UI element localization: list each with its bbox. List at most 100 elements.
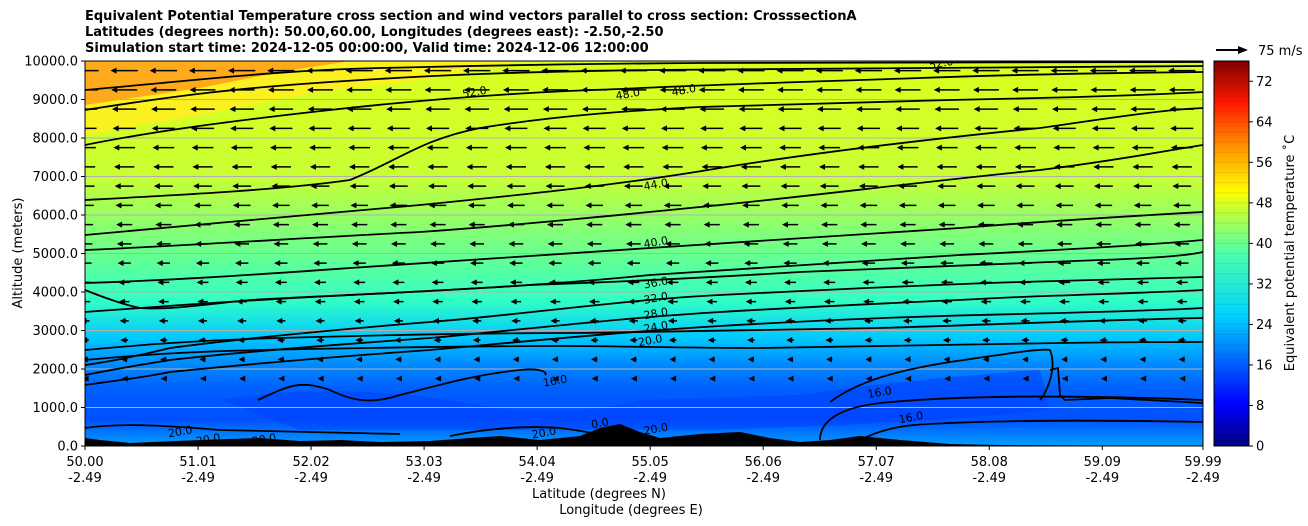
wind-vector xyxy=(466,163,487,170)
wind-vector xyxy=(666,279,679,286)
wind-vector xyxy=(1020,317,1030,324)
wind-vector xyxy=(386,106,411,113)
contour-label: 32.0 xyxy=(643,290,669,307)
wind-vector xyxy=(426,144,449,151)
wind-vector xyxy=(856,106,881,113)
wind-vector xyxy=(783,260,797,267)
wind-vector xyxy=(313,260,327,267)
wind-vector xyxy=(199,356,206,363)
wind-vector xyxy=(903,317,913,324)
wind-vector xyxy=(116,221,133,228)
wind-vector xyxy=(975,163,997,170)
wind-vector xyxy=(471,298,482,305)
wind-vector xyxy=(1054,183,1074,190)
wind-vector xyxy=(1096,260,1111,267)
contour-label-text: 32.0 xyxy=(643,290,669,307)
wind-vector xyxy=(740,144,762,151)
wind-vector xyxy=(628,298,639,305)
wind-vector xyxy=(780,183,800,190)
wind-vector xyxy=(747,337,755,344)
wind-vector xyxy=(588,298,600,305)
wind-vector xyxy=(1175,279,1188,286)
wind-vector xyxy=(429,221,446,228)
x-tick-label-lon: -2.49 xyxy=(1186,471,1220,486)
wind-vector xyxy=(393,298,404,305)
contour-label: 28.0 xyxy=(643,305,669,322)
wind-vector xyxy=(1140,375,1147,382)
wind-vector xyxy=(896,125,920,132)
wind-vector xyxy=(541,67,569,74)
wind-vector xyxy=(630,356,637,363)
wind-vector xyxy=(1017,221,1034,228)
wind-vector xyxy=(307,86,333,93)
wind-vector xyxy=(394,337,403,344)
wind-vector xyxy=(581,86,608,93)
wind-vector xyxy=(935,144,958,151)
y-tick-label: 7000.0 xyxy=(33,170,79,185)
wind-vector xyxy=(979,279,992,286)
wind-vector xyxy=(586,240,602,247)
wind-vector xyxy=(228,86,255,93)
x-tick-label-lat: 52.02 xyxy=(292,455,329,470)
wind-vector xyxy=(858,163,879,170)
wind-vector xyxy=(972,67,1000,74)
wind-vector xyxy=(112,125,136,132)
y-tick-label: 9000.0 xyxy=(33,93,79,108)
wind-vector xyxy=(194,221,211,228)
wind-vector xyxy=(465,144,488,151)
wind-vector xyxy=(268,106,294,113)
wind-vector xyxy=(588,279,601,286)
wind-vector xyxy=(273,240,289,247)
wind-vector xyxy=(233,221,250,228)
wind-vector xyxy=(507,221,524,228)
wind-vector xyxy=(1011,67,1039,74)
wind-vector xyxy=(894,86,921,93)
wind-vector xyxy=(85,375,89,382)
wind-vector xyxy=(858,183,878,190)
wind-vector xyxy=(981,317,991,324)
wind-vector xyxy=(267,86,294,93)
contour-line xyxy=(859,419,1203,441)
wind-vector xyxy=(274,260,288,267)
x-tick-label-lat: 58.08 xyxy=(971,455,1008,470)
contour-label-text: 40.0 xyxy=(643,234,669,251)
x-tick-label-lat: 51.01 xyxy=(179,455,216,470)
wind-vector xyxy=(311,221,329,228)
wind-vector xyxy=(1061,356,1068,363)
wind-vector xyxy=(1090,86,1117,93)
wind-vector xyxy=(1060,337,1069,344)
wind-vector xyxy=(1129,86,1156,93)
wind-vector xyxy=(1097,279,1110,286)
wind-vector xyxy=(316,356,324,363)
wind-vector xyxy=(115,202,133,209)
wind-vector xyxy=(348,144,371,151)
wind-vector xyxy=(350,202,368,209)
wind-vector xyxy=(308,125,332,132)
wind-vector xyxy=(623,183,643,190)
contour-label: 20.0 xyxy=(643,421,669,438)
wind-vector xyxy=(391,240,406,247)
wind-vector xyxy=(272,202,290,209)
contour-line xyxy=(819,395,1203,441)
wind-vector xyxy=(277,356,284,363)
wind-vector xyxy=(740,163,762,170)
wind-vector xyxy=(1169,106,1194,113)
wind-vector xyxy=(111,106,137,113)
wind-vector xyxy=(739,125,763,132)
wind-vector xyxy=(85,204,94,207)
contour-line xyxy=(85,61,1203,91)
wind-vector xyxy=(463,86,490,93)
wind-vector xyxy=(905,375,912,382)
wind-vector xyxy=(819,183,839,190)
wind-vector xyxy=(742,202,760,209)
contour-label-text: 20.0 xyxy=(531,424,557,441)
wind-vector xyxy=(668,337,677,344)
wind-vector xyxy=(900,260,915,267)
colorbar-tick-label: 48 xyxy=(1256,196,1273,211)
wind-vector xyxy=(1052,125,1076,132)
wind-vector xyxy=(1138,337,1147,344)
wind-vector xyxy=(542,86,568,93)
wind-vector xyxy=(826,356,833,363)
wind-vector xyxy=(118,298,130,305)
wind-vector xyxy=(470,260,484,267)
